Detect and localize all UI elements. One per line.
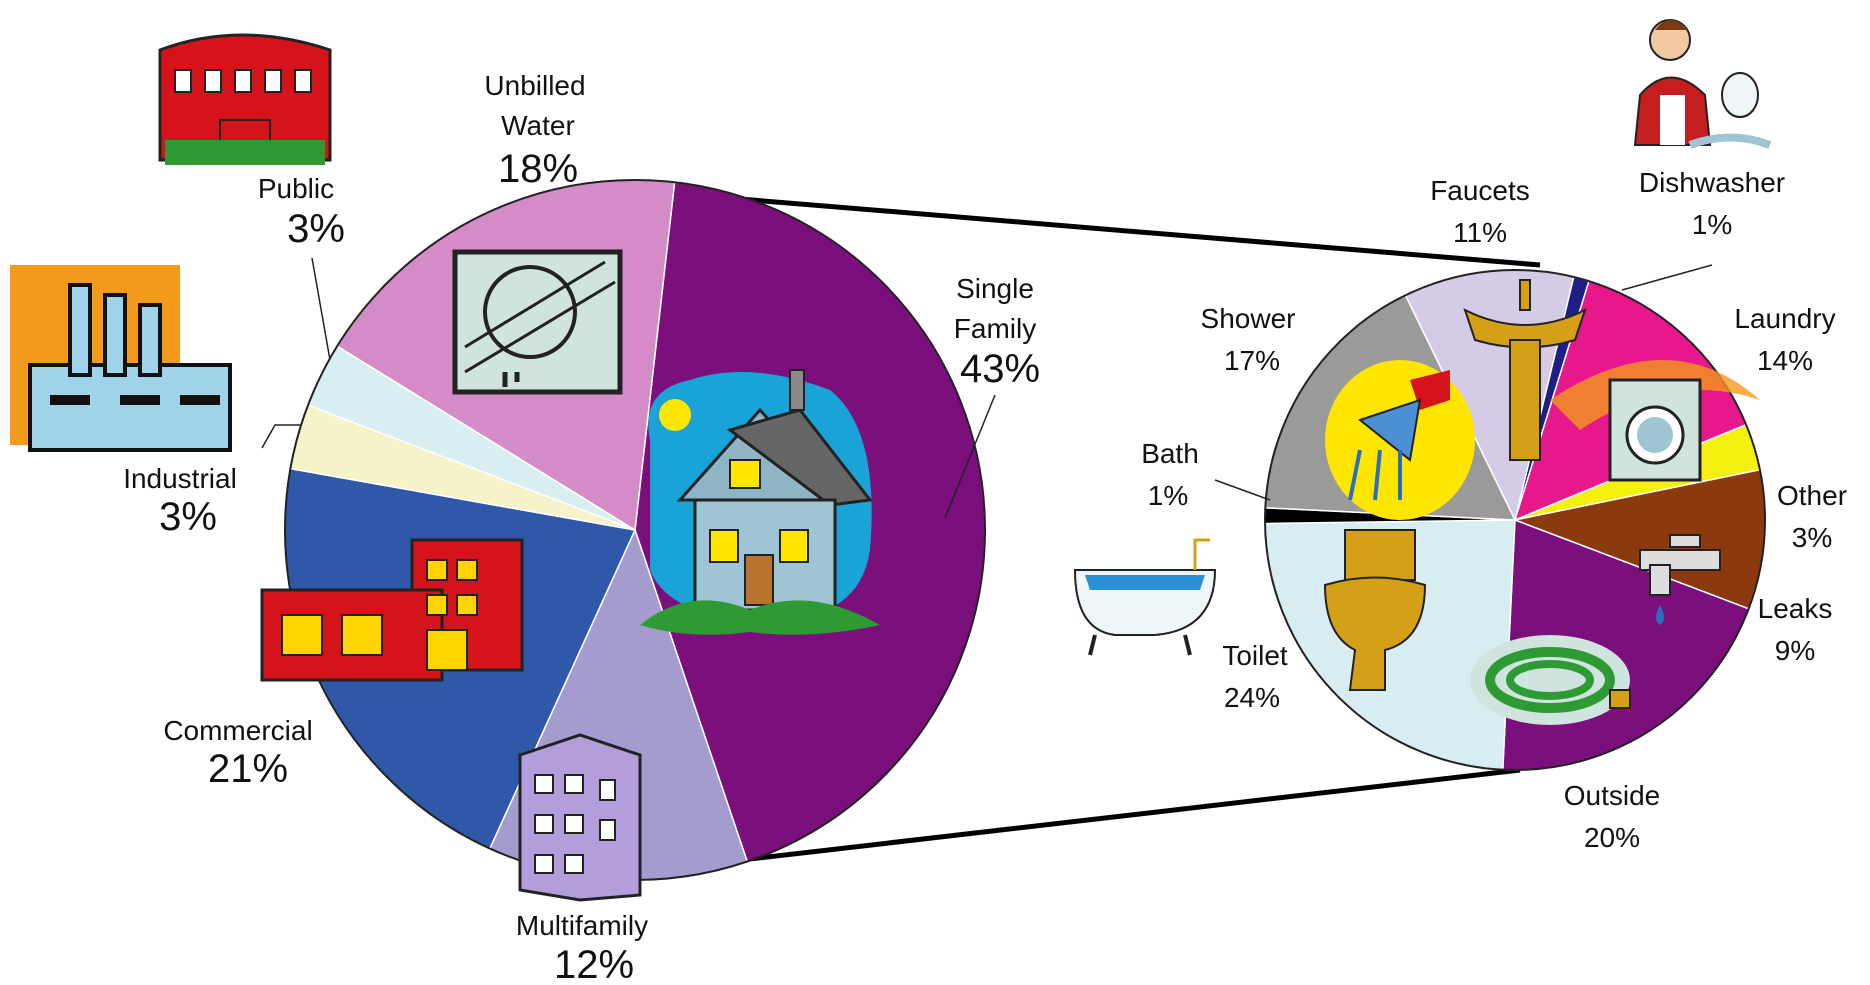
label-commercial: Commercial 21%	[163, 715, 312, 791]
label-name: Shower	[1201, 303, 1296, 334]
label-percent: 3%	[159, 495, 217, 539]
label-name: Water	[501, 110, 575, 141]
connector-line-bottom	[654, 767, 1521, 873]
label-dishwasher: Dishwasher 1%	[1639, 167, 1785, 240]
label-faucets: Faucets 11%	[1430, 175, 1530, 248]
label-other: Other 3%	[1777, 480, 1847, 553]
apartment-building-icon	[518, 733, 642, 902]
label-percent: 14%	[1757, 345, 1813, 376]
label-percent: 43%	[960, 347, 1040, 391]
label-multifamily: Multifamily 12%	[516, 910, 648, 985]
label-name: Dishwasher	[1639, 167, 1785, 198]
faucet-sink-icon	[1463, 279, 1587, 461]
leaking-pipe-icon	[452, 249, 623, 395]
shower-head-icon	[1325, 360, 1475, 520]
label-percent: 17%	[1224, 345, 1280, 376]
industrial-leader	[261, 424, 300, 449]
label-name: Unbilled	[484, 70, 585, 101]
connector-line-top	[654, 189, 1541, 268]
public-leader	[311, 257, 331, 361]
label-percent: 3%	[287, 207, 345, 251]
bathtub-icon	[1073, 538, 1217, 656]
label-leaks: Leaks 9%	[1758, 593, 1833, 666]
pie-outline	[1264, 269, 1766, 771]
label-shower: Shower 17%	[1201, 303, 1296, 376]
washing-machine-icon	[1550, 360, 1760, 482]
label-name: Single	[956, 273, 1034, 304]
house-icon	[640, 369, 880, 635]
label-percent: 20%	[1584, 822, 1640, 853]
label-percent: 3%	[1792, 522, 1832, 553]
label-name: Bath	[1141, 438, 1199, 469]
label-unbilled-water: Unbilled Water 18%	[484, 70, 585, 191]
dripping-tap-icon	[1639, 534, 1721, 625]
label-outside: Outside 20%	[1564, 780, 1661, 853]
label-name: Family	[954, 313, 1036, 344]
label-name: Leaks	[1758, 593, 1833, 624]
dishwasher-leader	[1621, 264, 1713, 291]
toilet-icon	[1323, 529, 1427, 691]
label-percent: 12%	[554, 943, 634, 985]
label-percent: 24%	[1224, 682, 1280, 713]
factory-icon	[10, 265, 232, 452]
label-percent: 18%	[498, 147, 578, 191]
commercial-building-icon	[260, 538, 524, 682]
label-public: Public 3%	[258, 173, 345, 251]
label-percent: 9%	[1775, 635, 1815, 666]
label-name: Multifamily	[516, 910, 648, 941]
label-industrial: Industrial 3%	[123, 463, 237, 539]
label-name: Faucets	[1430, 175, 1530, 206]
bath-leader	[1214, 479, 1271, 501]
dishwashing-person-icon	[1633, 19, 1772, 149]
label-percent: 11%	[1453, 217, 1507, 248]
label-single-family: Single Family 43%	[954, 273, 1040, 391]
label-name: Industrial	[123, 463, 237, 494]
label-toilet: Toilet 24%	[1222, 640, 1288, 713]
garden-hose-icon	[1470, 635, 1631, 725]
single-family-leader	[944, 394, 996, 519]
public-building-icon	[158, 33, 332, 165]
label-percent: 21%	[208, 747, 288, 791]
label-bath: Bath 1%	[1141, 438, 1199, 511]
label-name: Outside	[1564, 780, 1661, 811]
label-name: Public	[258, 173, 334, 204]
label-name: Other	[1777, 480, 1847, 511]
label-name: Commercial	[163, 715, 312, 746]
label-laundry: Laundry 14%	[1734, 303, 1835, 376]
label-percent: 1%	[1692, 209, 1732, 240]
label-name: Toilet	[1222, 640, 1288, 671]
label-percent: 1%	[1148, 480, 1188, 511]
label-name: Laundry	[1734, 303, 1835, 334]
